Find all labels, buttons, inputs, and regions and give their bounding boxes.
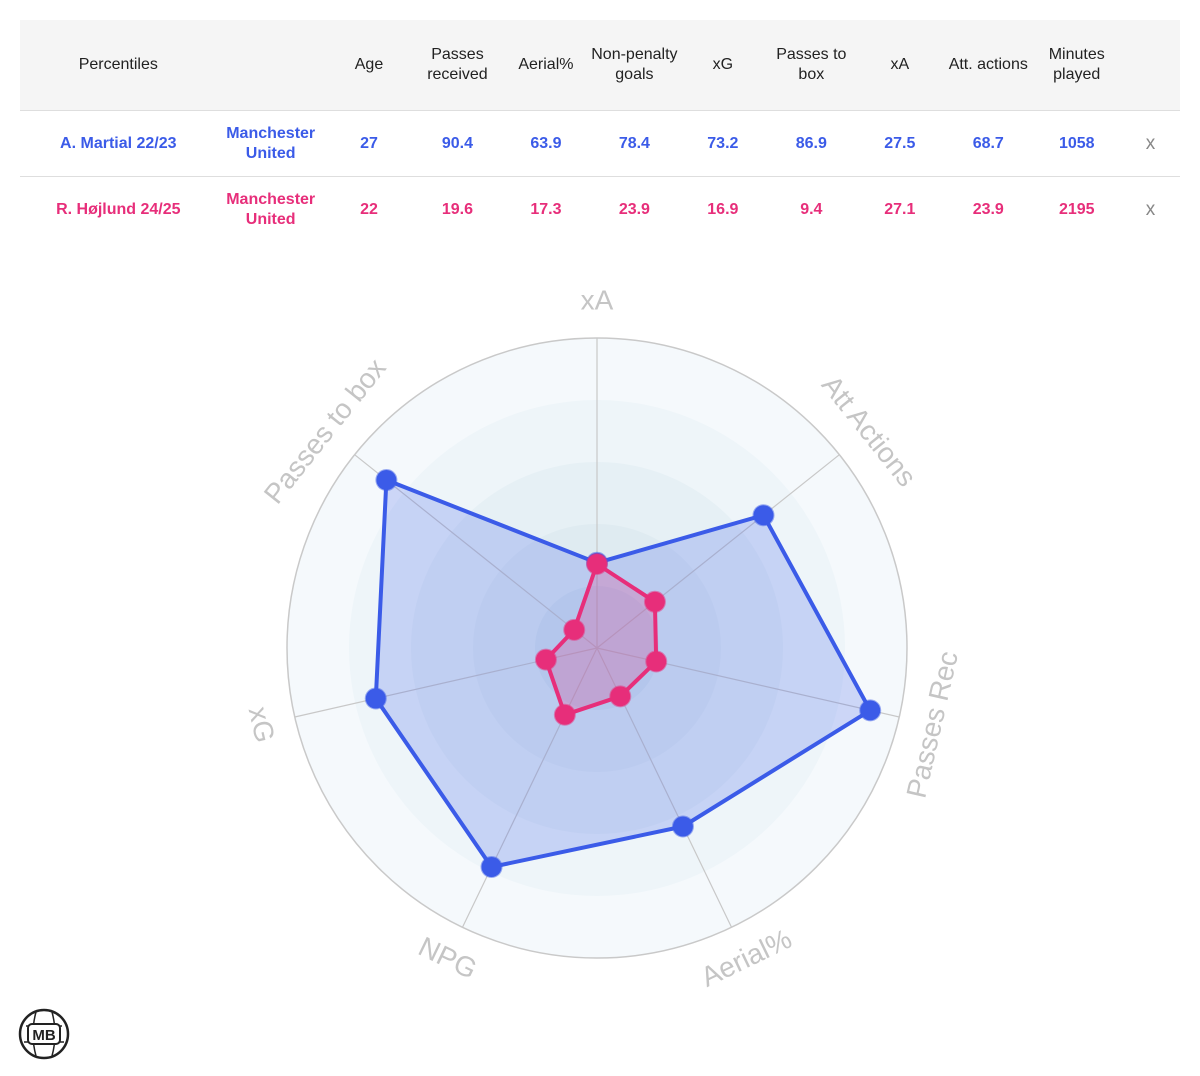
header-att-actions: Att. actions [948,56,1028,73]
player-team: Manchester United [226,190,316,228]
radar-spoke [596,454,840,649]
remove-player-button[interactable]: x [1145,198,1156,220]
axis-label: NPG [414,931,482,985]
value-aerial: 63.9 [530,134,562,152]
value-xg: 73.2 [707,134,739,152]
radar-point [563,618,586,641]
player-name[interactable]: A. Martial 22/23 [60,134,177,152]
header-xa: xA [890,56,910,73]
radar-point [375,469,398,492]
header-percentiles: Percentiles [78,56,158,73]
value-passes-received: 90.4 [441,134,474,152]
value-age: 22 [360,200,378,218]
table-row: A. Martial 22/23 Manchester United 27 90… [20,111,1180,177]
player-team: Manchester United [226,124,316,162]
radar-series-area [373,478,873,869]
header-npg: Non-penalty goals [591,46,678,83]
value-xa: 27.5 [884,134,916,152]
axis-label: Passes Rec [901,648,964,801]
axis-label: xA [581,284,614,315]
value-minutes: 2195 [1058,200,1095,218]
radar-point [586,552,608,575]
radar-point [752,504,775,527]
radar-point [480,855,503,878]
table-row: R. Højlund 24/25 Manchester United 22 19… [20,177,1180,242]
header-minutes: Minutes played [1048,46,1105,83]
value-npg: 78.4 [618,134,650,152]
value-passes-received: 19.6 [441,200,474,218]
comparison-table: Percentiles Age Passes received Aerial% … [20,20,1180,242]
radar-point [671,815,694,838]
radar-point [553,703,576,726]
radar-series [364,469,882,878]
value-xa: 27.1 [884,200,916,218]
radar-series-group [534,552,668,726]
value-minutes: 1058 [1058,134,1095,152]
value-aerial: 17.3 [530,200,562,218]
header-xg: xG [712,56,734,73]
radar-spoke [354,454,598,649]
radar-series-group [364,469,882,878]
radar-point [364,687,387,710]
value-npg: 23.9 [618,200,650,218]
axis-label: xG [243,704,281,746]
radar-point [534,648,557,671]
player-name[interactable]: R. Højlund 24/25 [56,200,181,218]
value-passes-to-box: 86.9 [795,134,827,152]
header-aerial: Aerial% [518,56,574,73]
value-passes-to-box: 9.4 [800,200,823,218]
remove-player-button[interactable]: x [1145,132,1156,154]
header-age: Age [354,56,384,73]
value-att-actions: 23.9 [972,200,1004,218]
table-header: Percentiles Age Passes received Aerial% … [20,20,1180,111]
radar-point [859,699,882,722]
value-xg: 16.9 [707,200,739,218]
radar-point [609,685,632,708]
radar-point [645,650,668,673]
value-att-actions: 68.7 [972,134,1004,152]
value-age: 27 [360,134,378,152]
radar-spoke [461,647,598,928]
header-passes-to-box: Passes to box [776,46,847,83]
logo-text: MB [32,1027,55,1044]
mb-logo-icon: MB [18,1008,70,1060]
header-passes-received: Passes received [427,46,488,83]
radar-point [643,590,666,613]
